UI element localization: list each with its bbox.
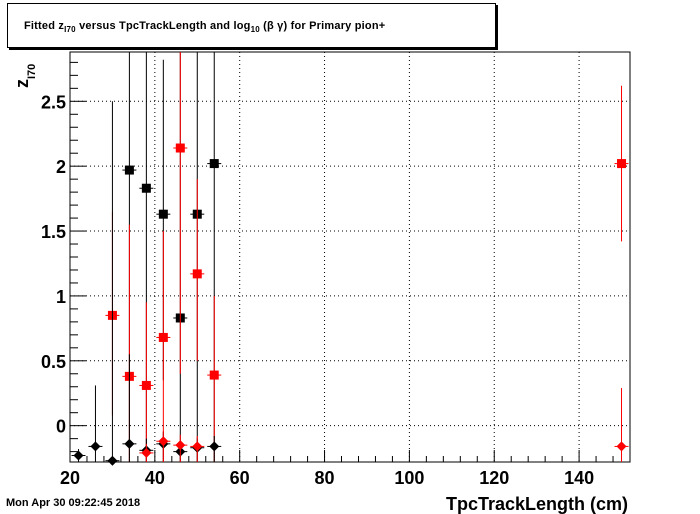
chart-title: Fitted zI70 versus TpcTrackLength and lo… (24, 20, 385, 34)
x-tick-label: 80 (315, 468, 335, 488)
data-point-square (158, 332, 168, 342)
y-tick-label: 1.5 (41, 222, 66, 242)
data-point-square (141, 380, 151, 390)
y-axis-label: zI70 (12, 64, 38, 88)
data-point-diamond (175, 440, 186, 451)
data-marks (71, 52, 629, 466)
data-point-diamond (73, 450, 84, 461)
x-tick-label: 20 (60, 468, 80, 488)
data-point-square (158, 209, 168, 219)
y-tick-label: 2.5 (41, 92, 66, 112)
title-part: versus TpcTrackLength and log (75, 20, 251, 32)
data-point-square (209, 370, 219, 380)
x-tick-label: 60 (230, 468, 250, 488)
data-point-square (124, 165, 134, 175)
data-point-diamond (141, 447, 152, 458)
data-point-square (209, 159, 219, 169)
grid-lines (70, 52, 630, 462)
title-part: (β γ) for Primary pion+ (259, 20, 386, 32)
axis-ticks (69, 61, 631, 462)
title-subscript: I70 (64, 25, 76, 35)
timestamp: Mon Apr 30 09:22:45 2018 (6, 497, 141, 509)
plot-frame (69, 51, 631, 463)
data-point-diamond (124, 438, 135, 449)
data-point-diamond (107, 455, 118, 466)
x-tick-label: 100 (394, 468, 424, 488)
y-tick-label: 0 (56, 417, 66, 437)
title-part: Fitted z (24, 20, 65, 32)
data-point-diamond (90, 441, 101, 452)
data-point-diamond (192, 441, 203, 452)
y-tick-label: 2 (56, 157, 66, 177)
data-point-diamond (209, 441, 220, 452)
y-axis-label-main: z (12, 79, 32, 88)
x-tick-label: 140 (564, 468, 594, 488)
data-point-diamond (616, 441, 627, 452)
data-point-square (617, 159, 627, 169)
data-point-square (192, 269, 202, 279)
title-box: Fitted zI70 versus TpcTrackLength and lo… (7, 3, 496, 48)
data-point-square (175, 143, 185, 153)
x-axis-label: TpcTrackLength (cm) (446, 494, 628, 514)
data-point-square (141, 183, 151, 193)
y-tick-label: 0.5 (41, 352, 66, 372)
y-tick-label: 1 (56, 287, 66, 307)
tick-labels: 20 40 60 80 100 120 140 0 0.5 1 1.5 2 2.5 (41, 92, 594, 488)
data-point-diamond (158, 436, 169, 447)
x-tick-label: 40 (145, 468, 165, 488)
title-subscript: 10 (250, 25, 260, 35)
x-tick-label: 120 (479, 468, 509, 488)
y-axis-label-sub: I70 (26, 64, 38, 79)
